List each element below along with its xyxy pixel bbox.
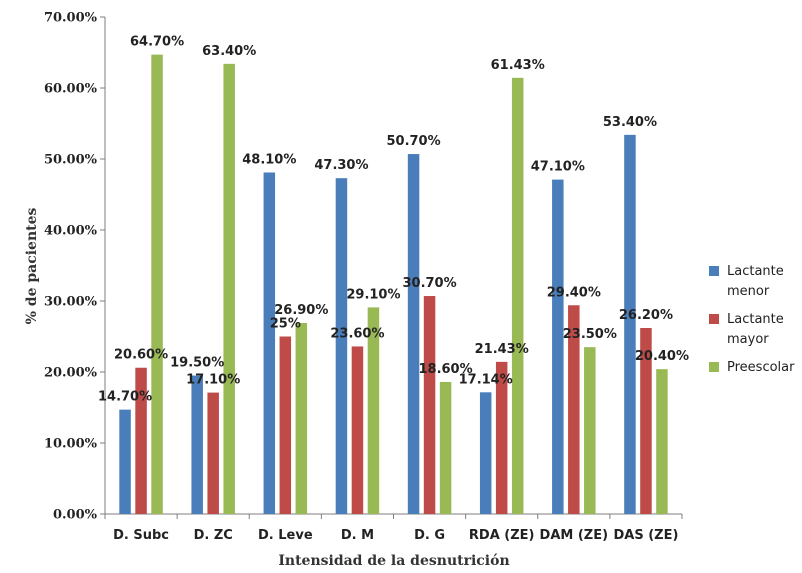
- legend-swatch: [709, 314, 719, 324]
- bar: [640, 327, 652, 514]
- bar: [335, 178, 348, 515]
- data-label: 26.90%: [274, 303, 328, 318]
- data-label: 14.70%: [98, 390, 152, 405]
- data-label: 25%: [270, 317, 301, 332]
- y-tick-label: 10.00%: [44, 437, 98, 452]
- data-label: 18.60%: [418, 362, 472, 377]
- bar: [407, 154, 420, 514]
- y-tick-label: 60.00%: [44, 82, 98, 97]
- bar: [351, 346, 364, 514]
- legend: Lactante menor Lactante mayor Preescolar: [709, 264, 795, 375]
- data-label: 30.70%: [402, 276, 456, 291]
- bar: [495, 361, 508, 514]
- x-tick-label: DAS (ZE): [613, 528, 678, 543]
- y-tick-label: 40.00%: [44, 224, 98, 239]
- legend-label: Lactante: [727, 312, 784, 327]
- data-label: 17.14%: [459, 372, 513, 387]
- data-label: 29.40%: [547, 285, 601, 300]
- legend-label: Preescolar: [727, 360, 795, 375]
- bar: [511, 77, 524, 515]
- bar: [624, 134, 636, 515]
- y-tick-label: 0.00%: [53, 508, 98, 523]
- bar: [279, 336, 292, 514]
- data-label: 20.60%: [114, 348, 168, 363]
- x-tick-label: DAM (ZE): [540, 528, 609, 543]
- data-label: 61.43%: [491, 58, 545, 73]
- x-tick-label: RDA (ZE): [469, 528, 535, 543]
- data-label: 23.50%: [563, 327, 617, 342]
- bar: [135, 367, 147, 514]
- bar: [568, 305, 580, 514]
- bar: [263, 172, 276, 515]
- x-tick-label: D. G: [414, 528, 445, 543]
- data-label: 47.10%: [531, 160, 585, 175]
- y-tick-label: 50.00%: [44, 153, 98, 168]
- data-label: 26.20%: [619, 308, 673, 323]
- bar: [295, 323, 308, 514]
- data-label: 23.60%: [330, 326, 384, 341]
- data-label: 21.43%: [475, 342, 529, 357]
- bar: [552, 179, 564, 514]
- y-tick-label: 70.00%: [44, 11, 98, 26]
- bar: [207, 392, 219, 514]
- bar: [119, 409, 131, 514]
- data-label: 64.70%: [130, 35, 184, 50]
- bar: [367, 307, 380, 514]
- bar: [439, 381, 452, 514]
- bar-series-group: [119, 54, 668, 515]
- bar: [223, 63, 235, 515]
- legend-label: Lactante: [727, 264, 784, 279]
- data-label: 20.40%: [635, 349, 689, 364]
- x-axis-title: Intensidad de la desnutrición: [278, 553, 509, 569]
- data-label: 48.10%: [242, 152, 296, 167]
- legend-swatch: [709, 362, 719, 372]
- data-label: 63.40%: [202, 44, 256, 59]
- y-tick-label: 30.00%: [44, 295, 98, 310]
- legend-label: menor: [727, 284, 770, 299]
- data-label: 17.10%: [186, 373, 240, 388]
- bar: [656, 369, 668, 514]
- data-label: 47.30%: [314, 158, 368, 173]
- legend-label: mayor: [727, 332, 769, 347]
- bar: [191, 375, 203, 514]
- legend-swatch: [709, 266, 719, 276]
- bar: [423, 296, 436, 514]
- x-tick-label: D. Leve: [258, 528, 313, 543]
- x-tick-label: D. ZC: [194, 528, 233, 543]
- data-label: 53.40%: [603, 115, 657, 130]
- bar: [151, 54, 163, 514]
- bar: [479, 392, 492, 514]
- data-label: 29.10%: [346, 287, 400, 302]
- x-tick-label: D. M: [341, 528, 374, 543]
- y-axis-title: % de pacientes: [24, 207, 40, 324]
- y-axis: 0.00% 10.00% 20.00% 30.00% 40.00% 50.00% 60.00…: [44, 11, 106, 523]
- data-label: 19.50%: [170, 356, 224, 371]
- data-labels-group: 14.70% 19.50% 48.10% 47.30% 50.70% 17.14% 47.1…: [98, 35, 689, 405]
- y-tick-label: 20.00%: [44, 366, 98, 381]
- x-tick-label: D. Subc: [113, 528, 169, 543]
- data-label: 50.70%: [386, 134, 440, 149]
- bar: [584, 347, 596, 514]
